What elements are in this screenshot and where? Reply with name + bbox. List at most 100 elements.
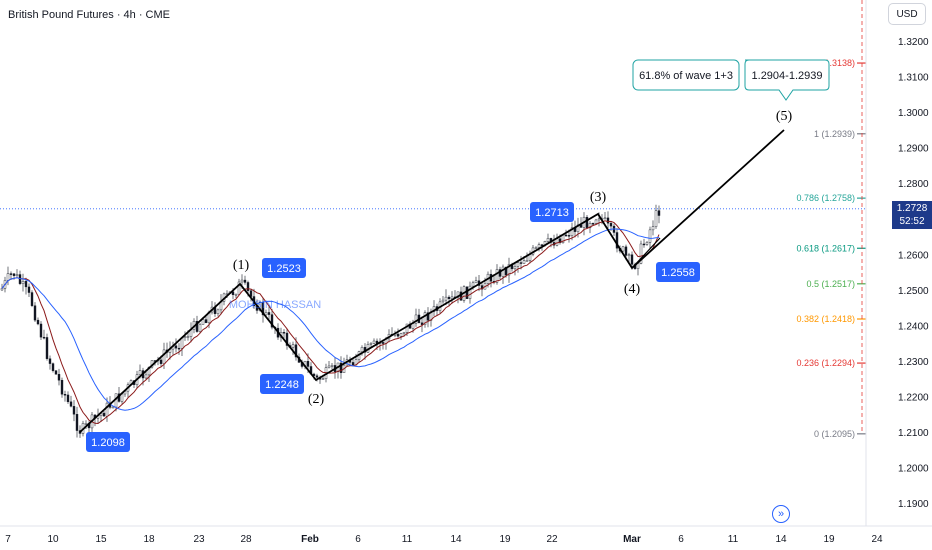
moving-average-fast	[1, 220, 660, 425]
candle-body	[606, 217, 610, 224]
wave-4-extension	[631, 237, 661, 269]
candle-body	[144, 374, 148, 379]
wave-label: (4)	[624, 282, 641, 297]
candle-body	[609, 222, 613, 227]
candle-body	[186, 336, 190, 338]
candle-body	[0, 288, 4, 291]
time-tick-label: 10	[47, 534, 59, 545]
price-axis[interactable]: 1.3200 1.3100 1.3000 1.2900 1.2800 1.2600 1.25…	[865, 0, 929, 526]
time-tick-label: 23	[193, 534, 205, 545]
price-tick-label: 1.2600	[898, 250, 929, 261]
price-box	[530, 202, 574, 222]
wave-label: (3)	[590, 190, 607, 205]
time-axis[interactable]: 7 10 15 18 23 28 Feb 6 11 14 19 22 Mar 6 11 14 19 24	[0, 525, 932, 545]
candle-body	[243, 279, 247, 283]
candle-body	[240, 279, 244, 283]
price-tick-label: 1.2200	[898, 393, 929, 404]
candle-body	[537, 244, 541, 248]
time-tick-label: 7	[5, 534, 11, 545]
candle-body	[24, 281, 28, 288]
wave-label: (5)	[776, 109, 793, 124]
candle-body	[627, 254, 631, 256]
price-box	[656, 262, 700, 282]
candle-body	[474, 280, 478, 284]
candle-body	[237, 281, 241, 295]
candle-body	[12, 273, 16, 276]
candle-body	[195, 320, 199, 332]
candle-body	[624, 246, 628, 256]
candle-body	[204, 319, 208, 324]
candle-body	[42, 336, 46, 339]
bar-countdown: 52:52	[899, 216, 925, 227]
price-tick-label: 1.2800	[898, 179, 929, 190]
time-tick-label: 22	[546, 534, 558, 545]
fib-level-label: 1 (1.2939)	[814, 129, 855, 139]
wave-label: (1)	[233, 258, 250, 273]
price-box	[86, 432, 130, 452]
moving-averages	[1, 220, 660, 425]
candle-body	[9, 273, 13, 275]
candle-body	[588, 223, 592, 229]
candle-body	[546, 238, 550, 242]
time-tick-label: Mar	[623, 534, 641, 545]
candle-body	[570, 227, 574, 236]
callout-right-box	[744, 59, 830, 101]
candle-body	[63, 394, 67, 396]
candle-body	[507, 264, 511, 276]
candle-body	[396, 333, 400, 337]
candle-body	[513, 266, 517, 270]
price-box	[262, 258, 306, 278]
candle-body	[72, 406, 76, 415]
candlesticks	[0, 204, 661, 438]
candle-body	[648, 229, 652, 243]
price-tick-label: 1.3200	[898, 37, 929, 48]
candle-body	[657, 210, 661, 216]
callout-left-box	[632, 59, 740, 91]
fib-level-label: 0.236 (1.2294)	[796, 358, 855, 368]
candle-body	[630, 254, 634, 265]
candle-body	[399, 333, 403, 337]
price-tick-label: 1.1900	[898, 499, 929, 510]
candle-body	[198, 324, 202, 332]
time-tick-label: 14	[450, 534, 462, 545]
candle-body	[645, 242, 649, 245]
candle-body	[327, 365, 331, 368]
price-box	[260, 374, 304, 394]
price-tick-label: 1.2300	[898, 357, 929, 368]
candle-body	[468, 285, 472, 299]
fib-level-label: 0 (1.2095)	[814, 429, 855, 439]
candle-body	[564, 234, 568, 237]
candle-body	[294, 344, 298, 358]
candle-body	[111, 406, 115, 409]
candle-body	[315, 375, 319, 378]
time-tick-label: 18	[143, 534, 155, 545]
candle-body	[444, 296, 448, 301]
candle-body	[402, 332, 406, 334]
candle-body	[291, 344, 295, 348]
candle-body	[102, 412, 106, 417]
candle-body	[51, 363, 55, 371]
candle-body	[534, 247, 538, 249]
price-box-label: 1.2248	[265, 379, 299, 391]
candle-body	[591, 223, 595, 225]
price-tick-label: 1.2100	[898, 428, 929, 439]
go-to-realtime-icon[interactable]: »	[772, 505, 790, 523]
candle-body	[321, 378, 325, 380]
candle-body	[525, 260, 529, 262]
currency-button[interactable]: USD	[888, 3, 926, 25]
wave-path	[79, 129, 785, 433]
time-tick-label: Feb	[301, 534, 319, 545]
chart-title: British Pound Futures · 4h · CME	[8, 9, 171, 21]
candle-body	[351, 362, 355, 366]
candle-body	[516, 262, 520, 267]
candle-body	[555, 238, 559, 246]
last-price-tag: 1.2728 52:52	[892, 201, 932, 229]
candle-body	[201, 319, 205, 325]
candle-body	[423, 312, 427, 325]
price-box-label: 1.2523	[267, 263, 301, 275]
price-box-label: 1.2713	[535, 207, 569, 219]
candle-body	[621, 246, 625, 252]
candle-body	[45, 337, 49, 359]
candle-body	[159, 359, 163, 364]
